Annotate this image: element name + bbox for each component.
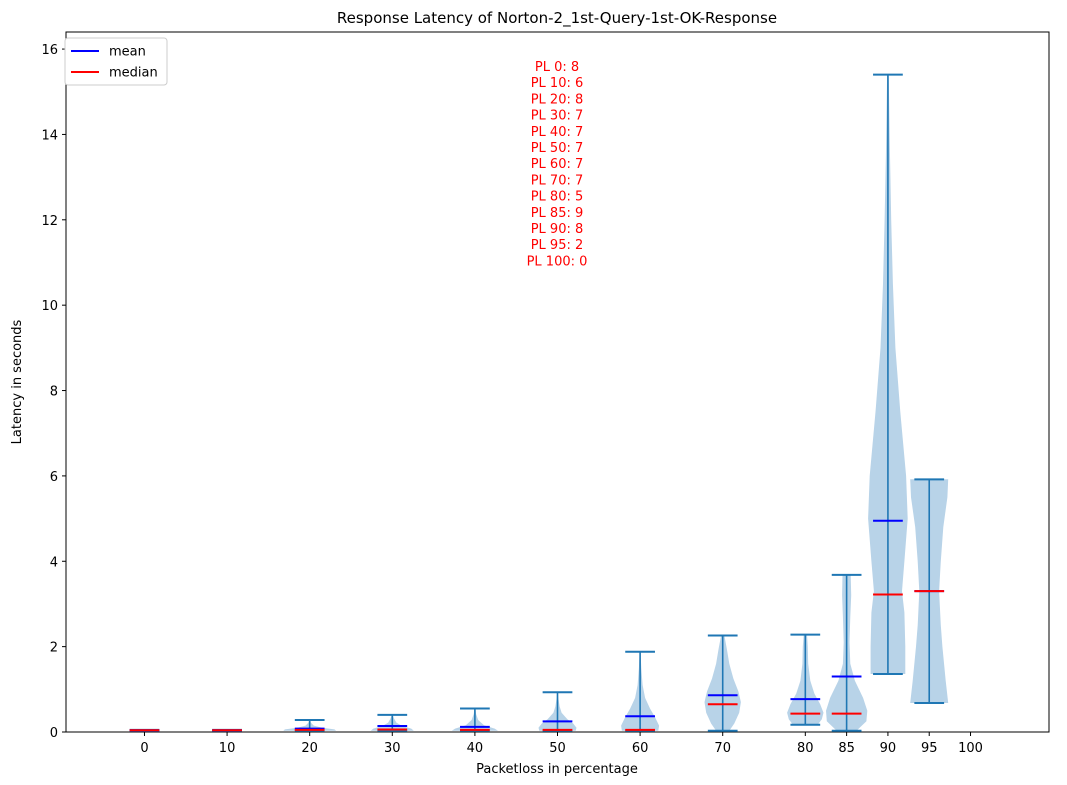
y-tick-label: 12 [41, 214, 58, 229]
annotation-line: PL 100: 0 [527, 254, 588, 269]
violin-0 [129, 728, 160, 732]
y-tick-label: 2 [50, 641, 58, 656]
y-tick-label: 14 [41, 128, 58, 143]
annotation-line: PL 50: 7 [531, 141, 584, 156]
violin-60 [621, 650, 660, 732]
annotation-line: PL 70: 7 [531, 173, 584, 188]
x-axis-label: Packetloss in percentage [476, 762, 638, 777]
x-tick-label: 100 [958, 741, 983, 756]
x-tick-label: 50 [549, 741, 566, 756]
violin-70 [704, 634, 741, 732]
x-tick-label: 70 [714, 741, 731, 756]
annotation-line: PL 85: 9 [531, 206, 584, 221]
x-tick-label: 85 [838, 741, 855, 756]
annotation-line: PL 0: 8 [535, 60, 579, 75]
x-tick-label: 95 [921, 741, 938, 756]
violin-90 [868, 73, 908, 675]
violin-85 [826, 573, 868, 732]
annotation-line: PL 10: 6 [531, 76, 584, 91]
x-tick-label: 20 [301, 741, 318, 756]
sample-count-annotation: PL 0: 8PL 10: 6PL 20: 8PL 30: 7PL 40: 7P… [527, 60, 588, 269]
x-tick-label: 30 [384, 741, 401, 756]
y-tick-label: 6 [50, 470, 58, 485]
violin-95 [910, 478, 949, 704]
annotation-line: PL 60: 7 [531, 157, 584, 172]
annotation-line: PL 95: 2 [531, 238, 584, 253]
y-tick-label: 10 [41, 299, 58, 314]
y-tick-label: 4 [50, 555, 58, 570]
x-tick-label: 60 [632, 741, 649, 756]
legend-label-median: median [109, 66, 158, 81]
y-tick-label: 8 [50, 385, 58, 400]
legend-label-mean: mean [109, 45, 146, 60]
annotation-line: PL 80: 5 [531, 190, 584, 205]
violin-40 [451, 707, 498, 732]
x-tick-label: 90 [880, 741, 897, 756]
annotation-line: PL 30: 7 [531, 109, 584, 124]
violin-group [129, 73, 949, 732]
violin-80 [787, 633, 824, 726]
x-tick-label: 80 [797, 741, 814, 756]
y-axis: 0 2 4 6 8 10 12 14 16 [41, 43, 66, 741]
x-tick-label: 0 [140, 741, 148, 756]
violin-30 [370, 713, 414, 732]
chart-title: Response Latency of Norton-2_1st-Query-1… [337, 9, 777, 28]
legend: mean median [64, 37, 168, 86]
annotation-line: PL 40: 7 [531, 125, 584, 140]
annotation-line: PL 20: 8 [531, 92, 584, 107]
y-tick-label: 0 [50, 726, 58, 741]
annotation-line: PL 90: 8 [531, 222, 584, 237]
legend-box [64, 37, 168, 86]
x-tick-label: 40 [467, 741, 484, 756]
violin-20 [283, 719, 337, 732]
violin-50 [538, 691, 577, 732]
violin-10 [212, 728, 242, 732]
x-tick-label: 10 [219, 741, 236, 756]
y-tick-label: 16 [41, 43, 58, 58]
y-axis-label: Latency in seconds [10, 319, 25, 444]
x-axis: 0 10 20 30 40 50 60 70 80 85 90 95 100 [140, 732, 983, 756]
